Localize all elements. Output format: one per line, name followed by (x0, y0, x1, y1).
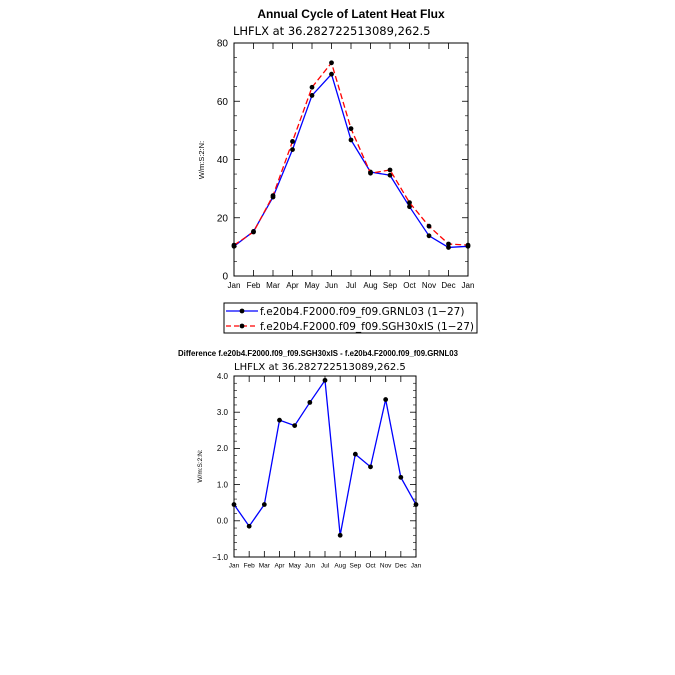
annual-cycle-chart: Annual Cycle of Latent Heat Flux LHFLX a… (197, 7, 478, 334)
data-point (407, 200, 412, 206)
data-point (309, 84, 315, 90)
chart-title: Difference f.e20b4.F2000.f09_f09.SGH30xI… (178, 349, 459, 358)
data-point (329, 71, 334, 77)
x-tick-label: Mar (266, 281, 280, 290)
data-point (387, 167, 393, 173)
y-tick-label: 0 (222, 272, 228, 283)
data-point (348, 137, 354, 143)
x-tick-label: Jan (229, 563, 240, 570)
data-point (446, 241, 451, 247)
x-tick-label: Feb (247, 281, 261, 290)
data-point (292, 423, 298, 428)
data-point (290, 147, 295, 152)
x-tick-label: Nov (380, 563, 392, 570)
legend: f.e20b4.F2000.f09_f09.GRNL03 (1−27) f.e2… (223, 302, 478, 334)
data-point (231, 502, 237, 507)
x-tick-label: Jan (228, 281, 241, 290)
data-point (246, 523, 252, 529)
data-point (251, 229, 256, 235)
data-point (465, 242, 471, 248)
data-point (387, 172, 393, 178)
data-point (337, 532, 343, 538)
x-tick-label: Jan (411, 563, 422, 570)
y-tick-label: 2.0 (217, 444, 229, 453)
data-point (322, 377, 328, 383)
data-point (270, 193, 276, 199)
x-tick-label: Jun (325, 281, 338, 290)
series-layer (231, 377, 419, 538)
data-point (290, 139, 295, 144)
data-point (426, 223, 432, 229)
x-tick-label: Jul (321, 563, 330, 570)
chart-subtitle: LHFLX at 36.282722513089,262.5 (233, 24, 431, 38)
y-tick-label: 80 (217, 39, 229, 50)
x-tick-label: Oct (403, 281, 416, 290)
x-tick-label: Sep (350, 563, 362, 570)
series-line-0 (233, 72, 469, 249)
data-point (383, 397, 389, 402)
data-point (277, 417, 282, 423)
legend-marker-sgh30xis (239, 323, 245, 329)
plot-frame (233, 375, 417, 558)
y-axis-label: W/m:S:2:N: (197, 141, 206, 179)
series-line-1 (233, 61, 469, 246)
y-axis-label: W/m:S:2:N: (197, 449, 204, 482)
y-tick-label: 40 (217, 155, 229, 166)
y-tick-label: 20 (217, 213, 229, 224)
data-point (329, 60, 334, 66)
plot-frame (233, 42, 469, 277)
y-tick-label: 1.0 (217, 480, 229, 489)
legend-box (223, 302, 478, 334)
series-line-0 (233, 378, 417, 536)
x-tick-label: May (304, 281, 319, 290)
data-point (368, 170, 373, 176)
data-point (398, 474, 404, 480)
x-tick-label: Jan (462, 281, 475, 290)
data-point (348, 126, 354, 132)
x-tick-label: Dec (395, 563, 407, 570)
x-tick-label: Nov (422, 281, 436, 290)
y-tick-label: 0.0 (217, 517, 229, 526)
x-tick-label: Aug (334, 563, 346, 570)
data-point (261, 502, 267, 507)
chart-title: Annual Cycle of Latent Heat Flux (257, 7, 445, 21)
legend-marker-grnl03 (239, 308, 245, 314)
data-point (368, 464, 373, 470)
x-tick-label: May (289, 563, 302, 570)
x-tick-label: Oct (365, 563, 375, 570)
chart-subtitle: LHFLX at 36.282722513089,262.5 (234, 362, 406, 373)
data-point (407, 204, 412, 210)
tick-labels: Jan Feb Mar Apr May Jun Jul Aug Sep Oct Nov Dec Jan−… (212, 372, 421, 570)
data-point (352, 451, 358, 457)
difference-chart: Difference f.e20b4.F2000.f09_f09.SGH30xI… (178, 349, 459, 570)
x-tick-label: Sep (383, 281, 398, 290)
legend-label-sgh30xis: f.e20b4.F2000.f09_f09.SGH30xIS (1−27) (260, 321, 474, 333)
data-point (446, 245, 451, 250)
tick-labels: Jan Feb Mar Apr May Jun Jul Aug Sep Oct Nov Dec Jan0… (217, 39, 475, 291)
legend-label-grnl03: f.e20b4.F2000.f09_f09.GRNL03 (1−27) (260, 306, 464, 318)
series-layer (231, 60, 471, 250)
x-tick-label: Apr (274, 563, 285, 570)
x-tick-label: Apr (286, 281, 299, 290)
data-point (307, 400, 313, 405)
y-tick-label: 3.0 (217, 408, 229, 417)
x-tick-label: Mar (259, 563, 271, 570)
x-tick-label: Dec (441, 281, 455, 290)
x-tick-label: Feb (244, 563, 256, 570)
data-point (231, 242, 237, 248)
data-point (309, 93, 315, 98)
y-tick-label: 60 (217, 97, 229, 108)
data-point (426, 233, 432, 239)
x-tick-label: Jul (346, 281, 356, 290)
x-tick-label: Aug (363, 281, 377, 290)
axis-ticks (233, 375, 417, 558)
y-tick-label: −1.0 (212, 553, 228, 562)
y-tick-label: 4.0 (217, 372, 229, 381)
data-point (413, 502, 419, 507)
x-tick-label: Jun (305, 563, 316, 570)
axis-ticks (233, 42, 469, 277)
